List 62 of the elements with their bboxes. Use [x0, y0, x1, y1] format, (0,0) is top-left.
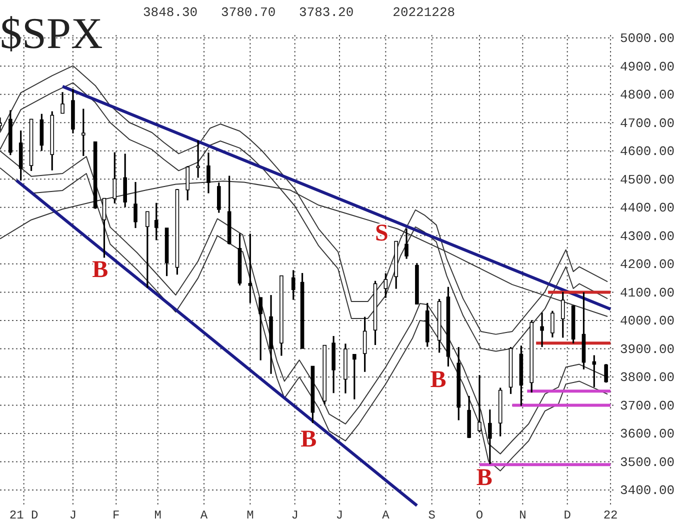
candlestick [196, 140, 200, 179]
y-tick-label: 3700.00 [620, 398, 675, 414]
y-tick-label: 4800.00 [620, 88, 675, 103]
y-tick-label: 3800.00 [620, 370, 675, 386]
x-tick-label: A [200, 508, 208, 522]
candlestick [146, 210, 150, 289]
chart-title: $SPX [0, 9, 103, 58]
annotation: B [300, 426, 317, 452]
candlestick [540, 312, 544, 348]
candlestick [134, 181, 138, 229]
y-tick-label: 4300.00 [620, 228, 675, 244]
y-tick-label: 4200.00 [620, 257, 675, 272]
x-tick-label: J [69, 508, 77, 522]
annotation: B [476, 465, 492, 492]
candlestick [258, 296, 262, 362]
candlestick [154, 202, 158, 241]
candlestick [81, 108, 86, 157]
candlestick [404, 228, 408, 260]
candlestick [560, 291, 565, 338]
candlestick [478, 374, 482, 434]
x-tick-label: S [428, 508, 436, 522]
candlestick [550, 310, 554, 338]
x-tick-label: F [112, 508, 120, 522]
candlestick [206, 152, 210, 194]
x-tick-label: M [154, 508, 162, 522]
candlestick [248, 232, 252, 304]
y-tick-label: 3500.00 [620, 454, 675, 470]
candlestick [186, 165, 190, 202]
y-tick-label: 4900.00 [620, 59, 675, 74]
candlestick [217, 182, 221, 214]
annotation: B [430, 367, 446, 394]
y-tick-label: 3900.00 [620, 342, 675, 357]
y-tick-label: 4100.00 [620, 285, 675, 300]
chart-subtitle: 3848.30 3780.70 3783.20 20221228 [143, 5, 456, 20]
x-tick-label: N [519, 508, 526, 522]
x-tick-label: J [291, 508, 298, 522]
x-tick-label: A [382, 508, 390, 522]
x-tick-label: J [336, 508, 344, 522]
annotation: S [374, 220, 388, 247]
x-tick-label: O [476, 508, 484, 522]
candlestick [60, 91, 64, 114]
y-tick-label: 3400.00 [620, 483, 675, 498]
x-tick-label: 22 [603, 508, 618, 522]
y-tick-label: 4000.00 [620, 314, 675, 329]
candlestick [488, 408, 492, 465]
y-tick-label: 4700.00 [620, 116, 675, 131]
x-tick-label: D [564, 508, 571, 522]
y-tick-label: 5000.00 [620, 30, 675, 46]
x-tick-label: 21 D [9, 508, 38, 522]
candlestick [362, 316, 367, 373]
candlestick [604, 363, 608, 384]
y-tick-label: 4400.00 [620, 200, 675, 216]
candlestick [352, 354, 356, 400]
annotation: B [92, 257, 108, 284]
x-tick-label: M [246, 508, 254, 522]
candlestick [112, 151, 117, 204]
y-tick-label: 4600.00 [620, 144, 675, 160]
candlestick [291, 269, 296, 301]
y-tick-label: 4500.00 [620, 172, 675, 188]
candlestick [384, 272, 388, 299]
y-tick-label: 3600.00 [620, 426, 675, 442]
candlestick [102, 198, 106, 259]
